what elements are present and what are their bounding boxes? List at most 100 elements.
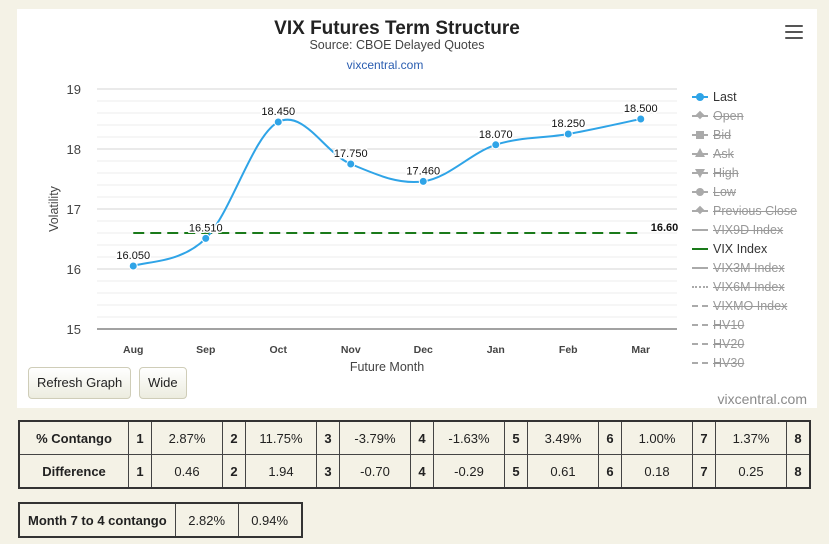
legend-item[interactable]: VIXMO Index [692, 296, 822, 315]
legend-item[interactable]: HV20 [692, 334, 822, 353]
last-data-point [273, 117, 283, 127]
value-cell: 3.49% [527, 420, 599, 455]
legend-label: Open [713, 108, 744, 123]
last-data-label: 17.750 [334, 148, 368, 160]
legend-label: HV30 [713, 355, 745, 370]
row-header: Difference [18, 454, 129, 489]
chart-title: VIX Futures Term Structure [274, 18, 520, 39]
legend-item[interactable]: Ask [692, 144, 822, 163]
month-index-cell: 2 [222, 420, 246, 455]
legend-item[interactable]: VIX3M Index [692, 258, 822, 277]
legend-symbol-icon [692, 167, 708, 179]
wide-button[interactable]: Wide [139, 367, 187, 399]
legend-label: HV10 [713, 317, 745, 332]
month-index-cell: 6 [598, 454, 622, 489]
legend-symbol-icon [692, 186, 708, 198]
legend-symbol-icon [692, 224, 708, 236]
data-labels: 16.60 16.050 16.510 18.450 17.750 17.460 18.07… [115, 102, 679, 264]
x-tick-label: Mar [631, 344, 650, 356]
refresh-graph-button[interactable]: Refresh Graph [28, 367, 132, 399]
legend-label: Bid [713, 127, 732, 142]
chart-subtitle: Source: CBOE Delayed Quotes [309, 38, 484, 52]
legend-item[interactable]: Bid [692, 125, 822, 144]
legend-label: VIXMO Index [713, 298, 788, 313]
legend-item[interactable]: High [692, 163, 822, 182]
last-data-point [491, 140, 501, 150]
last-data-label: 16.050 [116, 250, 150, 262]
month-index-cell: 3 [316, 420, 340, 455]
legend-item[interactable]: Open [692, 106, 822, 125]
table-row: Difference 1 0.46 2 1.94 3 -0.70 4 -0.29 5 0.61 6 0.… [18, 454, 811, 489]
vix-index-end-label: 16.60 [651, 222, 679, 234]
legend-label: Low [713, 184, 736, 199]
value-cell: 1.00% [621, 420, 693, 455]
chart-svg: 15 16 17 18 19 Aug Sep Oct Nov Dec Jan Feb Mar 16.60… [47, 18, 679, 374]
x-tick-label: Nov [341, 344, 361, 356]
legend-item[interactable]: HV30 [692, 353, 822, 372]
value-cell: 2.87% [151, 420, 223, 455]
value-cell: 1.37% [715, 420, 787, 455]
legend: Last Open Bid Ask High Low Previous Close VIX9D… [692, 87, 822, 372]
legend-item[interactable]: VIX6M Index [692, 277, 822, 296]
row-header: % Contango [18, 420, 129, 455]
last-data-label: 18.070 [479, 129, 513, 141]
y-tick-label: 16 [67, 262, 81, 277]
legend-item[interactable]: VIX9D Index [692, 220, 822, 239]
legend-label: High [713, 165, 739, 180]
last-data-point [563, 129, 573, 139]
x-tick-label: Feb [559, 344, 578, 356]
month-index-cell: 1 [128, 420, 152, 455]
month-index-cell: 6 [598, 420, 622, 455]
chart-panel: 15 16 17 18 19 Aug Sep Oct Nov Dec Jan Feb Mar 16.60… [17, 9, 817, 408]
legend-item[interactable]: Previous Close [692, 201, 822, 220]
last-data-point [636, 114, 646, 124]
value-cell: 0.46 [151, 454, 223, 489]
credit-link[interactable]: vixcentral.com [717, 391, 807, 407]
month-contango-value: 0.94% [237, 502, 303, 538]
legend-label: VIX Index [713, 241, 768, 256]
legend-item[interactable]: VIX Index [692, 239, 822, 258]
legend-symbol-icon [692, 243, 708, 255]
y-tick-label: 19 [67, 82, 81, 97]
legend-symbol-icon [692, 91, 708, 103]
table-row: % Contango 1 2.87% 2 11.75% 3 -3.79% 4 -1.63% 5 3.… [18, 420, 811, 455]
legend-symbol-icon [692, 281, 708, 293]
month-index-cell: 2 [222, 454, 246, 489]
month-index-cell: 7 [692, 454, 716, 489]
x-tick-label: Aug [123, 344, 143, 356]
table-row: Month 7 to 4 contango 2.82% 0.94% [18, 502, 303, 538]
y-tick-label: 15 [67, 322, 81, 337]
last-data-point [346, 159, 356, 169]
month-index-cell: 5 [504, 454, 528, 489]
last-data-point [418, 176, 428, 186]
month-contango-value: 2.82% [174, 502, 239, 538]
month-index-cell: 1 [128, 454, 152, 489]
legend-symbol-icon [692, 129, 708, 141]
month-contango-table: Month 7 to 4 contango 2.82% 0.94% [18, 502, 303, 538]
legend-symbol-icon [692, 300, 708, 312]
month-index-cell: 5 [504, 420, 528, 455]
month-index-cell: 4 [410, 454, 434, 489]
y-tick-label: 18 [67, 142, 81, 157]
x-axis-title: Future Month [350, 360, 424, 374]
y-axis-title: Volatility [47, 185, 61, 232]
source-link[interactable]: vixcentral.com [347, 58, 424, 72]
last-data-label: 16.510 [189, 222, 223, 234]
legend-label: Ask [713, 146, 734, 161]
legend-item[interactable]: Low [692, 182, 822, 201]
last-data-label: 18.250 [551, 118, 585, 130]
x-tick-label: Jan [487, 344, 505, 356]
legend-label: Previous Close [713, 203, 798, 218]
legend-item[interactable]: Last [692, 87, 822, 106]
value-cell: 0.25 [715, 454, 787, 489]
month-index-cell: 8 [786, 454, 811, 489]
y-tick-label: 17 [67, 202, 81, 217]
value-cell: -0.70 [339, 454, 411, 489]
month-index-cell: 4 [410, 420, 434, 455]
legend-item[interactable]: HV10 [692, 315, 822, 334]
value-cell: 1.94 [245, 454, 317, 489]
menu-icon[interactable] [785, 25, 803, 41]
legend-symbol-icon [692, 262, 708, 274]
last-data-point [201, 233, 211, 243]
value-cell: -1.63% [433, 420, 505, 455]
